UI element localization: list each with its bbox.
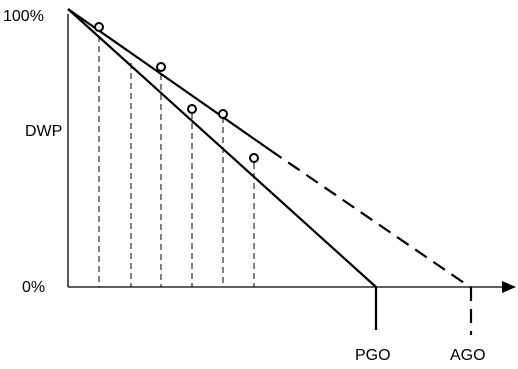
pgo-trend-line — [67, 8, 377, 288]
data-point — [94, 22, 104, 32]
data-point — [187, 104, 197, 114]
data-point — [218, 109, 228, 119]
x-label-ago: AGO — [450, 347, 486, 364]
y-label-100: 100% — [3, 8, 44, 25]
data-point — [156, 62, 166, 72]
y-label-0: 0% — [22, 279, 45, 296]
data-point — [249, 153, 259, 163]
ago-trend-line-solid — [67, 8, 271, 151]
y-label-dwp: DWP — [25, 123, 62, 140]
x-axis-arrowhead — [502, 281, 516, 293]
x-label-pgo: PGO — [355, 347, 391, 364]
ago-trend-line-dashed — [269, 149, 471, 288]
